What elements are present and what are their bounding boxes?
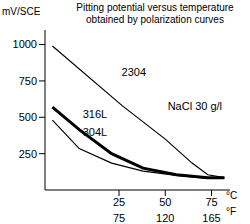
- svg-text:2304: 2304: [122, 66, 146, 78]
- svg-text:25: 25: [113, 196, 125, 208]
- svg-text:165: 165: [202, 212, 220, 224]
- svg-text:50: 50: [159, 196, 171, 208]
- html-text:mV/SCE: mV/SCE: [2, 6, 41, 17]
- svg-text:250: 250: [19, 148, 37, 160]
- svg-text:120: 120: [156, 212, 174, 224]
- svg-text:1000: 1000: [13, 38, 37, 50]
- html-text:°F: °F: [226, 206, 237, 217]
- svg-text:304L: 304L: [83, 126, 107, 138]
- svg-text:750: 750: [19, 75, 37, 87]
- html-text:°C: °C: [226, 190, 238, 201]
- svg-text:316L: 316L: [83, 108, 107, 120]
- svg-text:500: 500: [19, 111, 37, 123]
- svg-text:75: 75: [113, 212, 125, 224]
- html-text:obtained by polarization curve: obtained by polarization curves: [86, 14, 224, 25]
- svg-text:NaCl 30 g/l: NaCl 30 g/l: [168, 100, 222, 112]
- svg-text:75: 75: [205, 196, 217, 208]
- html-text:Pitting potential versus tempe: Pitting potential versus temperature: [76, 2, 234, 13]
